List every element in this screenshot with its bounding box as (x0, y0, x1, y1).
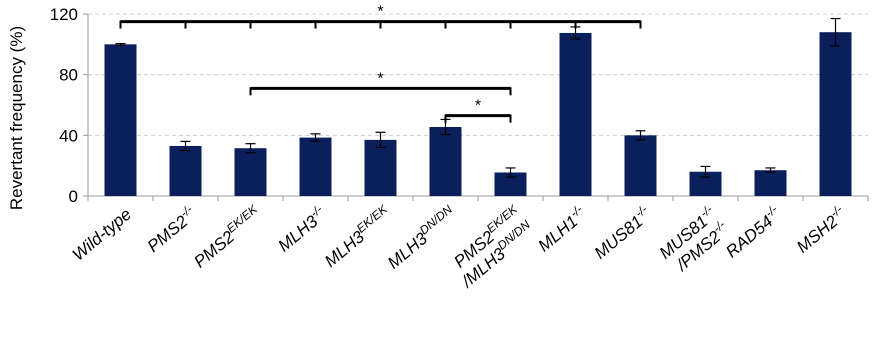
bar (819, 32, 852, 197)
x-tick-label: PMS2-/- (142, 202, 200, 256)
x-tick-label: MUS81-/-/PMS2-/- (656, 202, 728, 275)
y-tick-label: 0 (69, 187, 78, 206)
bar (559, 32, 592, 197)
x-tick-label: MLH3EK/EK (319, 202, 396, 271)
y-tick-label: 40 (59, 126, 78, 145)
bar (624, 135, 657, 196)
category-labels: Wild-type PMS2-/-PMS2EK/EK MLH3-/-MLH3EK/E… (69, 202, 850, 292)
x-tick-label-line: MLH3DN/DN (382, 202, 460, 273)
x-tick-label-line: RAD54-/- (720, 202, 785, 261)
significance-star: * (475, 98, 481, 115)
x-tick-label-line: PMS2-/- (142, 202, 200, 256)
bar (754, 170, 787, 196)
x-tick-label: MSH2-/- (791, 202, 850, 256)
x-tick-label-line: MLH3EK/EK (319, 202, 396, 271)
x-tick-label: PMS2EK/EK (188, 202, 265, 272)
significance-brackets: * * * (119, 4, 642, 123)
axes: 0 40 80 120 (50, 5, 869, 206)
y-tick-label: 80 (59, 66, 78, 85)
significance-star: * (377, 4, 383, 21)
y-axis-title: Revertant frequency (%) (7, 26, 26, 210)
x-tick-label: Wild-type (69, 205, 135, 265)
x-tick-label-line: Wild-type (69, 205, 135, 265)
x-tick-label: MUS81-/- (589, 202, 655, 263)
x-tick-label: MLH1-/- (533, 202, 591, 255)
x-tick-label-line: MLH1-/- (533, 202, 591, 255)
x-tick-label-line: MLH3-/- (273, 202, 331, 255)
x-tick-label: MLH3-/- (273, 202, 331, 255)
bar (429, 126, 462, 196)
bar (494, 172, 527, 196)
x-tick-label: RAD54-/- (720, 202, 785, 261)
y-tick-label: 120 (50, 5, 78, 24)
bar (364, 139, 397, 196)
bar (234, 148, 267, 196)
x-tick-label: PMS2EK/EK/MLH3DN/DN (450, 202, 533, 292)
gridlines (88, 13, 868, 136)
error-bars (115, 17, 841, 178)
x-tick-label-line: MSH2-/- (791, 202, 850, 256)
bar (169, 145, 202, 196)
x-tick-label: MLH3DN/DN (382, 202, 460, 273)
x-tick-label-line: PMS2EK/EK (188, 202, 265, 272)
bar (299, 137, 332, 196)
bar (104, 44, 137, 197)
significance-star: * (377, 70, 383, 87)
x-tick-label-line: MUS81-/- (589, 202, 655, 263)
bars (104, 32, 852, 197)
